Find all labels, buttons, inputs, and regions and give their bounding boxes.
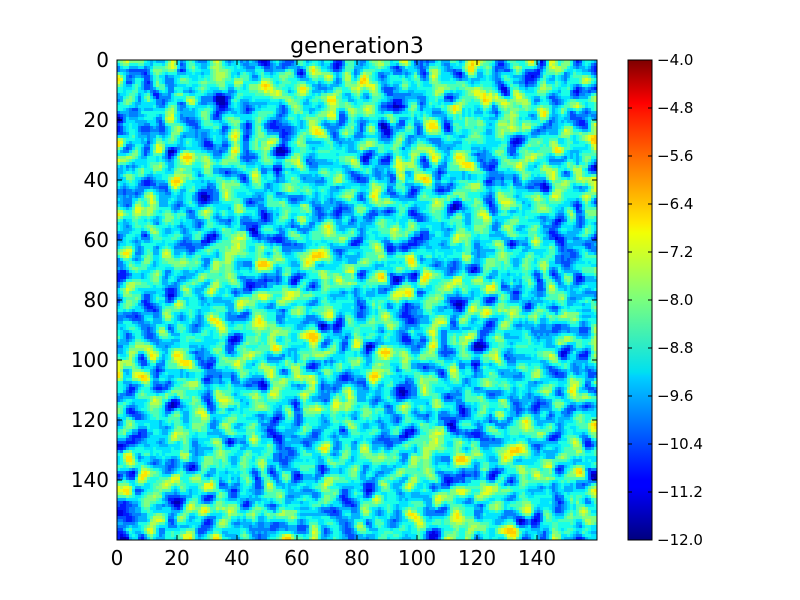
heatmap-image <box>117 60 597 540</box>
chart-title: generation3 <box>290 34 424 59</box>
y-tick-label: 120 <box>71 408 109 432</box>
colorbar-axis: −4.0 −4.8 −5.6 −6.4 −7.2 −8.0 −8.8 −9.6 −10.4 −11… <box>628 51 703 549</box>
x-tick-label: 140 <box>518 546 556 570</box>
colorbar-tick-label: −11.2 <box>657 483 703 501</box>
x-tick-label: 120 <box>458 546 496 570</box>
y-tick-label: 140 <box>71 468 109 492</box>
colorbar-tick-label: −12.0 <box>657 531 703 549</box>
colorbar-tick-label: −7.2 <box>657 243 693 261</box>
y-tick-label: 80 <box>84 288 109 312</box>
y-tick-label: 20 <box>84 108 109 132</box>
y-axis: 0 20 40 60 80 100 120 140 <box>71 48 597 492</box>
y-tick-label: 100 <box>71 348 109 372</box>
colorbar-tick-label: −10.4 <box>657 435 703 453</box>
y-tick-label: 0 <box>96 48 109 72</box>
colorbar-tick-label: −8.8 <box>657 339 693 357</box>
colorbar-tick-label: −8.0 <box>657 291 693 309</box>
colorbar-tick-label: −4.0 <box>657 51 693 69</box>
x-tick-label: 40 <box>224 546 249 570</box>
x-axis: 0 20 40 60 80 100 120 140 <box>111 60 556 570</box>
y-tick-label: 40 <box>84 168 109 192</box>
colorbar-tick-label: −6.4 <box>657 195 693 213</box>
x-tick-label: 20 <box>164 546 189 570</box>
x-tick-label: 100 <box>398 546 436 570</box>
colorbar-tick-label: −4.8 <box>657 99 693 117</box>
x-tick-label: 0 <box>111 546 124 570</box>
x-tick-label: 60 <box>284 546 309 570</box>
colorbar-tick-label: −5.6 <box>657 147 693 165</box>
colorbar-tick-label: −9.6 <box>657 387 693 405</box>
y-tick-label: 60 <box>84 228 109 252</box>
x-tick-label: 80 <box>344 546 369 570</box>
